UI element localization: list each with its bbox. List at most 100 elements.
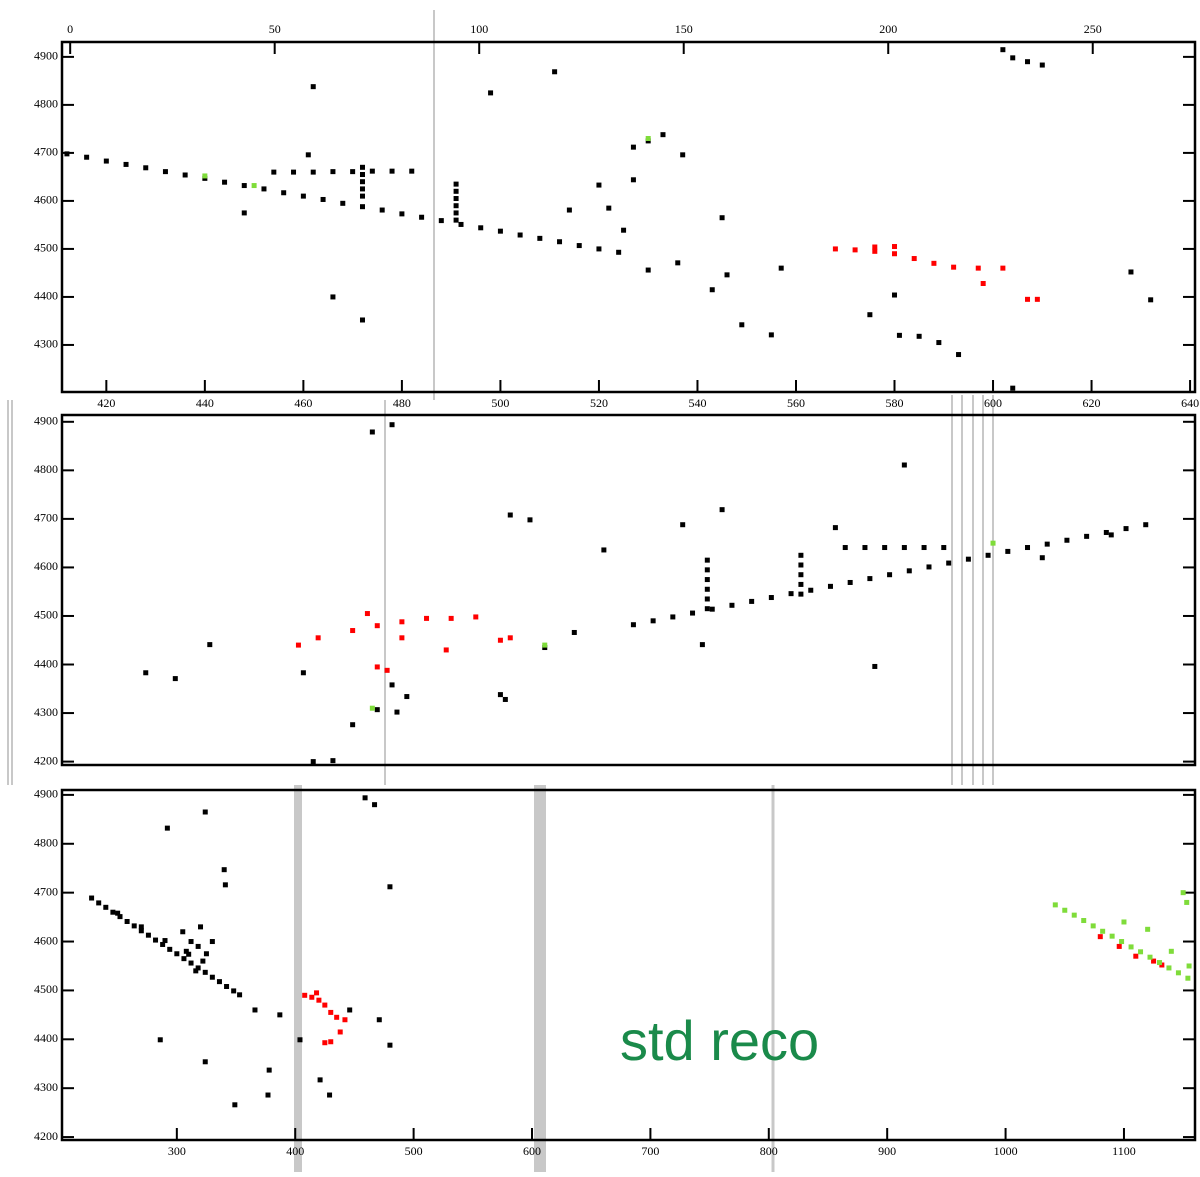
- x-tick-label: 580: [886, 396, 904, 410]
- hit: [330, 294, 336, 300]
- hit: [621, 227, 627, 233]
- y-tick-label: 4500: [34, 982, 58, 996]
- hit: [200, 958, 206, 964]
- hit: [980, 280, 986, 286]
- hit: [916, 333, 922, 339]
- hit: [1156, 960, 1162, 966]
- hit: [160, 941, 166, 947]
- hit: [369, 705, 375, 711]
- hit: [798, 581, 804, 587]
- hit: [362, 795, 368, 801]
- hit: [131, 923, 137, 929]
- hit: [389, 682, 395, 688]
- hit: [138, 928, 144, 934]
- hit: [1097, 934, 1103, 940]
- hit: [1034, 296, 1040, 302]
- hit: [359, 164, 365, 170]
- hit: [847, 579, 853, 585]
- hit: [443, 647, 449, 653]
- hit: [921, 545, 927, 551]
- y-tick-label: 4300: [34, 1080, 58, 1094]
- x-tick-label: 620: [1083, 396, 1101, 410]
- hit: [64, 151, 70, 157]
- y-tick-label: 4900: [34, 414, 58, 428]
- hit: [216, 979, 222, 985]
- x-tick-label: 1000: [994, 1144, 1018, 1158]
- hit: [596, 246, 602, 252]
- hit: [438, 218, 444, 224]
- x2-tick-label: 250: [1084, 22, 1102, 36]
- hit: [1166, 965, 1172, 971]
- hit: [1133, 953, 1139, 959]
- hit: [180, 929, 186, 935]
- hit: [209, 974, 215, 980]
- hit: [975, 265, 981, 271]
- hit: [1119, 939, 1125, 945]
- hit: [369, 168, 375, 174]
- hit: [1025, 296, 1031, 302]
- x-tick-label: 520: [590, 396, 608, 410]
- x2-tick-label: 200: [879, 22, 897, 36]
- hit: [571, 629, 577, 635]
- hit: [195, 965, 201, 971]
- hit: [330, 169, 336, 175]
- hit: [222, 179, 228, 185]
- hit: [497, 228, 503, 234]
- hit: [872, 244, 878, 250]
- y-tick-label: 4200: [34, 753, 58, 767]
- hit: [872, 248, 878, 254]
- hit: [347, 1007, 353, 1013]
- hit: [724, 272, 730, 278]
- hit: [322, 1002, 328, 1008]
- separators: [7, 10, 994, 1172]
- hit: [374, 707, 380, 713]
- hit: [1168, 948, 1174, 954]
- hit: [202, 1059, 208, 1065]
- hit: [342, 1017, 348, 1023]
- hit: [322, 1040, 328, 1046]
- hit: [901, 462, 907, 468]
- y-tick-label: 4700: [34, 511, 58, 525]
- hit: [1100, 928, 1106, 934]
- hit: [300, 670, 306, 676]
- hit: [630, 622, 636, 628]
- hit: [892, 251, 898, 257]
- hit: [1010, 55, 1016, 61]
- hit: [1116, 943, 1122, 949]
- hit: [222, 882, 228, 888]
- hit: [566, 207, 572, 213]
- hit: [517, 232, 523, 238]
- hit: [704, 596, 710, 602]
- hit: [399, 635, 405, 641]
- hit: [297, 1037, 303, 1043]
- hit: [931, 260, 937, 266]
- hit: [350, 169, 356, 175]
- hit: [542, 642, 548, 648]
- y-tick-label: 4900: [34, 49, 58, 63]
- hit: [1184, 899, 1190, 905]
- hit: [183, 948, 189, 954]
- x-tick-label: 460: [294, 396, 312, 410]
- hit: [473, 614, 479, 620]
- annotation: std reco: [620, 1009, 819, 1072]
- hit: [497, 637, 503, 643]
- y-tick-label: 4600: [34, 933, 58, 947]
- hit: [670, 614, 676, 620]
- hit: [768, 595, 774, 601]
- hit: [965, 556, 971, 562]
- hit: [1005, 548, 1011, 554]
- hit: [404, 694, 410, 700]
- x2-tick-label: 150: [675, 22, 693, 36]
- x-tick-label: 400: [286, 1144, 304, 1158]
- hit: [182, 172, 188, 178]
- x-tick-label: 500: [491, 396, 509, 410]
- x-tick-label: 1100: [1112, 1144, 1136, 1158]
- hit: [660, 132, 666, 138]
- hit: [320, 196, 326, 202]
- hit: [164, 825, 170, 831]
- hit: [1081, 918, 1087, 924]
- hit: [202, 809, 208, 815]
- hit: [832, 246, 838, 252]
- x-tick-label: 560: [787, 396, 805, 410]
- hit: [300, 193, 306, 199]
